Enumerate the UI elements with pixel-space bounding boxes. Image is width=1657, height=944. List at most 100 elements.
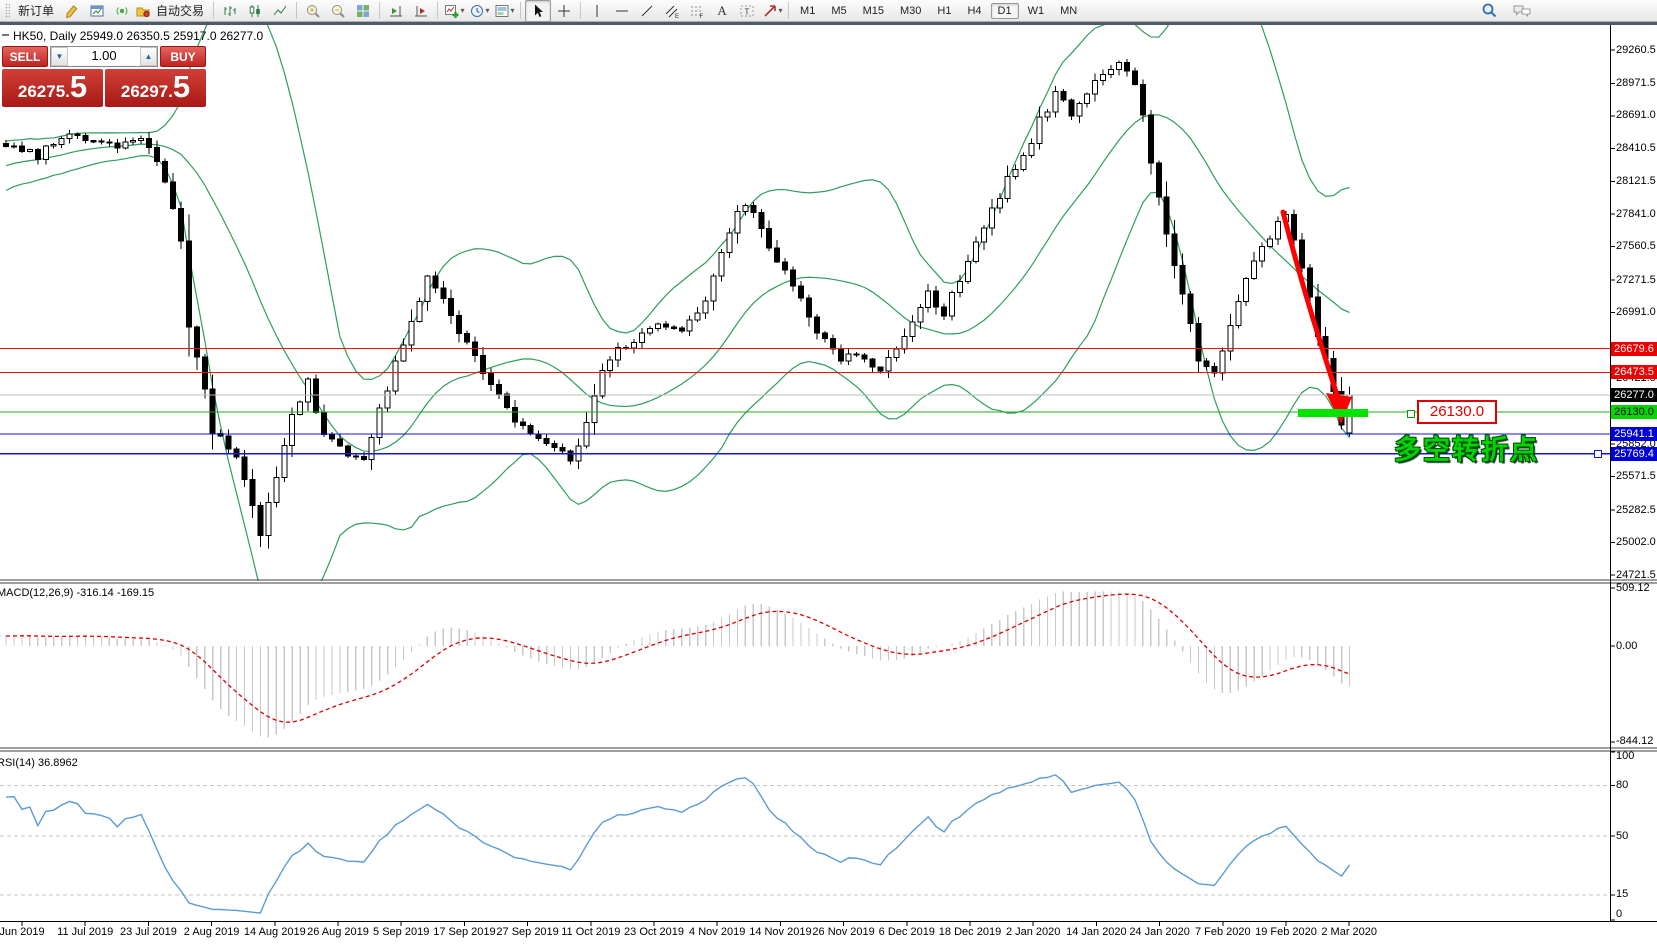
time-axis-label[interactable]: 14 Aug 2019	[243, 926, 306, 938]
search-icon[interactable]	[1481, 2, 1498, 19]
toolbar-separator	[296, 2, 298, 19]
timeframe-m30[interactable]: M30	[900, 4, 922, 17]
chevron-down-icon: ▾	[778, 6, 783, 15]
macd-axis-label: -844.12	[1616, 735, 1654, 748]
periods-button[interactable]: ▾	[467, 1, 491, 21]
timeframe-m5[interactable]: M5	[831, 4, 847, 17]
time-axis-label[interactable]: 19 Feb 2020	[1255, 926, 1317, 938]
time-axis-label[interactable]: 7 Feb 2020	[1194, 926, 1251, 938]
time-axis-label[interactable]: 11 Jul 2019	[57, 926, 114, 938]
time-axis-label[interactable]: 23 Oct 2019	[624, 926, 684, 938]
strategy-tester-icon[interactable]	[85, 1, 109, 21]
chat-icon[interactable]	[1512, 3, 1532, 19]
text-icon[interactable]: A	[717, 2, 727, 18]
buy-price-big-digit: 5	[172, 69, 191, 104]
bar-chart-icon[interactable]	[218, 1, 242, 21]
indicators-button[interactable]: ▾	[442, 1, 466, 21]
vertical-line-icon[interactable]	[585, 1, 609, 21]
new-order-button[interactable]: 新订单	[18, 4, 55, 18]
price-level-badge: 25769.4	[1611, 446, 1657, 461]
timeframe-h4[interactable]: H4	[967, 4, 982, 17]
time-axis-label[interactable]: 4 Nov 2019	[689, 926, 746, 938]
time-axis-label[interactable]: 14 Jan 2020	[1066, 926, 1127, 938]
time-axis-label[interactable]: 17 Sep 2019	[433, 926, 496, 938]
time-axis-label[interactable]: 2 Aug 2019	[183, 926, 240, 938]
timeframe-h1[interactable]: H1	[937, 4, 952, 17]
time-axis-label[interactable]: 26 Aug 2019	[307, 926, 369, 938]
timeframe-toolbar: M1 M5 M15 M30 H1 H4 D1 W1 MN	[793, 2, 1084, 19]
buy-price-main: 26297.	[120, 82, 173, 101]
chart-shift-icon[interactable]	[409, 1, 433, 21]
toolbar-separator	[788, 2, 790, 19]
sell-price-main: 26275.	[17, 82, 70, 101]
chevron-down-icon: ▾	[460, 6, 465, 15]
window-border	[0, 22, 1657, 25]
text-label-icon[interactable]: T	[735, 1, 759, 21]
time-axis-label[interactable]: Jun 2019	[0, 926, 45, 938]
auto-trading-button[interactable]: 自动交易	[135, 1, 209, 21]
time-axis-label[interactable]: 23 Jul 2019	[119, 926, 177, 938]
tile-windows-icon[interactable]	[351, 1, 375, 21]
time-axis-label[interactable]: 24 Jan 2020	[1129, 926, 1190, 938]
price-axis-label: 25282.5	[1616, 503, 1656, 516]
line-anchor-handle[interactable]	[1407, 410, 1415, 418]
timeframe-mn[interactable]: MN	[1060, 4, 1078, 17]
fibonacci-icon[interactable]: F	[685, 1, 709, 21]
metaeditor-icon[interactable]	[60, 1, 84, 21]
timeframe-w1[interactable]: W1	[1027, 4, 1045, 17]
volume-stepper[interactable]: ▼ 1.00 ▲	[50, 46, 158, 67]
timeframe-d1[interactable]: D1	[990, 2, 1019, 19]
toolbar-separator	[580, 2, 582, 19]
clock-icon	[469, 3, 485, 19]
buy-price[interactable]: 26297.5	[105, 69, 206, 107]
horizontal-line-icon[interactable]	[610, 1, 634, 21]
price-axis-label: 27271.5	[1616, 273, 1656, 286]
time-axis-label[interactable]: 2 Mar 2020	[1321, 926, 1378, 938]
time-axis-label[interactable]: 27 Sep 2019	[496, 926, 559, 938]
indicators-icon	[444, 3, 460, 19]
time-axis-label[interactable]: 18 Dec 2019	[938, 926, 1002, 938]
price-level-badge: 26679.6	[1611, 341, 1657, 356]
sell-price[interactable]: 26275.5	[2, 69, 103, 107]
time-axis-label[interactable]: 6 Dec 2019	[878, 926, 935, 938]
rsi-label: RSI(14) 36.8962	[0, 757, 78, 769]
price-axis-label: 28410.5	[1616, 141, 1656, 154]
macd-axis-label: 0.00	[1616, 639, 1638, 652]
time-axis-label[interactable]: 2 Jan 2020	[1005, 926, 1061, 938]
rsi-axis-label: 0	[1616, 907, 1623, 920]
sell-button[interactable]: SELL	[2, 46, 48, 67]
price-axis-label: 28971.5	[1616, 76, 1656, 89]
auto-scroll-icon[interactable]	[384, 1, 408, 21]
volume-increase-button[interactable]: ▲	[140, 47, 157, 66]
trendline-icon[interactable]	[635, 1, 659, 21]
timeframe-m1[interactable]: M1	[800, 4, 816, 17]
timeframe-m15[interactable]: M15	[862, 4, 884, 17]
highlight-bar[interactable]	[1298, 409, 1368, 417]
line-chart-icon[interactable]	[268, 1, 292, 21]
equidistant-channel-icon[interactable]: E	[660, 1, 684, 21]
toolbar-right-group	[1481, 2, 1532, 19]
broadcast-icon[interactable]	[110, 1, 134, 21]
price-callout-label[interactable]: 26130.0	[1417, 400, 1497, 424]
toolbar: 新订单 自动交易 ▾ ▾ ▾ E F A T ▾ M	[0, 0, 1657, 22]
annotation-note[interactable]: 多空转折点	[1394, 435, 1539, 465]
buy-button[interactable]: BUY	[160, 46, 206, 67]
line-anchor-handle[interactable]	[1594, 450, 1602, 458]
time-axis-label[interactable]: 26 Nov 2019	[812, 926, 875, 938]
time-axis-label[interactable]: 11 Oct 2019	[561, 926, 621, 938]
volume-decrease-button[interactable]: ▼	[51, 47, 68, 66]
time-axis-label[interactable]: 5 Sep 2019	[373, 926, 430, 938]
crosshair-icon[interactable]	[552, 1, 576, 21]
candlestick-chart-icon[interactable]	[243, 1, 267, 21]
arrows-button[interactable]: ▾	[760, 1, 784, 21]
zoom-in-icon[interactable]	[301, 1, 325, 21]
time-axis-label[interactable]: 14 Nov 2019	[749, 926, 812, 938]
volume-value[interactable]: 1.00	[91, 48, 117, 63]
toolbar-grip[interactable]	[5, 2, 10, 19]
cursor-icon[interactable]	[525, 0, 552, 22]
zoom-out-icon[interactable]	[326, 1, 350, 21]
price-axis-label: 25002.0	[1616, 536, 1656, 549]
price-axis-label: 27841.0	[1616, 207, 1656, 220]
templates-button[interactable]: ▾	[492, 1, 516, 21]
